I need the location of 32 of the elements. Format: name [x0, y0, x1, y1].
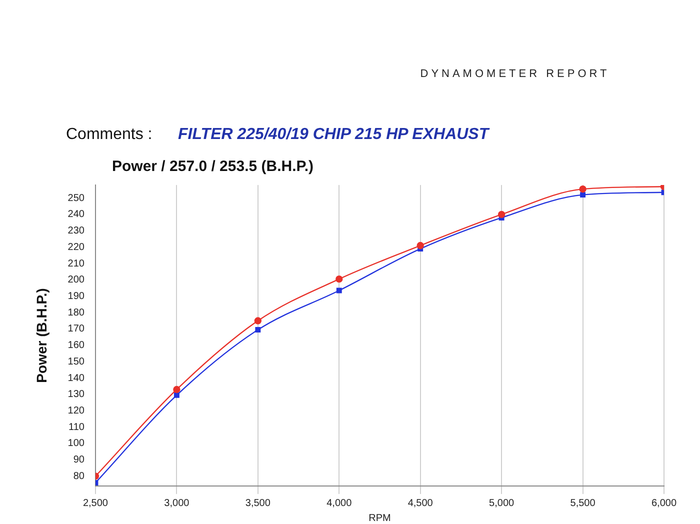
y-tick-label: 250: [68, 192, 85, 204]
y-tick-label: 160: [68, 340, 85, 352]
y-tick-label: 240: [68, 209, 85, 220]
y-tick-label: 190: [68, 290, 85, 302]
y-tick-label: 120: [68, 406, 85, 416]
y-tick-label: 170: [68, 324, 85, 335]
y-tick-label: 210: [68, 258, 85, 270]
text: FILTER 225/40/19 CHIP 215 HP EXHAUST: [178, 126, 489, 144]
x-tick-label: 3,500: [245, 498, 271, 509]
chart-subtitle: DYNAMOMETER REPORT: [419, 68, 611, 80]
chart-title: Power / 257.0 / 253.5 (B.H.P.): [112, 158, 314, 175]
y-tick-label: 110: [68, 422, 85, 433]
x-tick-label: 6,000: [651, 498, 677, 509]
text: Comments :: [66, 126, 152, 144]
x-tick-label: 4,500: [408, 498, 434, 509]
y-tick-label: 140: [68, 372, 85, 384]
x-tick-label: 3,000: [164, 498, 190, 509]
y-tick-label: 90: [73, 454, 85, 466]
x-tick-label: 5,000: [489, 498, 515, 509]
y-tick-label: 80: [73, 470, 85, 482]
y-tick-label: 150: [68, 356, 85, 368]
y-tick-label: 200: [68, 274, 85, 286]
x-tick-label: 5,500: [570, 498, 596, 509]
y-tick-label: 220: [68, 242, 85, 253]
y-tick-label: 100: [68, 438, 85, 450]
y-axis-title: Power (B.H.P.): [33, 288, 50, 383]
y-tick-label: 180: [68, 307, 85, 318]
x-tick-label: 4,000: [326, 498, 352, 509]
x-axis-title: RPM: [368, 512, 391, 524]
y-tick-label: 230: [68, 226, 85, 237]
y-tick-label: 130: [68, 389, 85, 400]
x-tick-label: 2,500: [82, 498, 108, 509]
